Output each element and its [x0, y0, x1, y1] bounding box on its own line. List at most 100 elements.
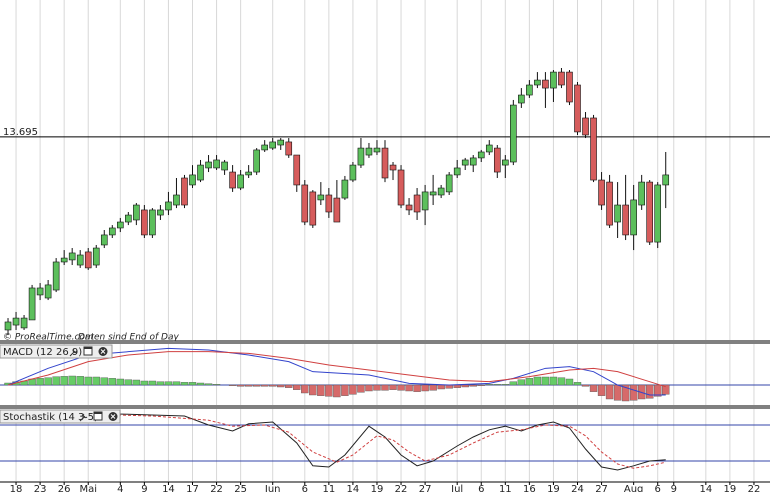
candle-body	[189, 174, 196, 186]
histogram-bar	[645, 384, 654, 399]
stochastic-title: Stochastik (14 3 5)	[3, 412, 98, 423]
histogram-bar	[188, 382, 197, 386]
histogram-bar	[252, 384, 261, 387]
x-tick-label: 22	[210, 484, 223, 492]
candle-body	[165, 201, 172, 211]
histogram-bar	[228, 384, 237, 386]
candle-body	[357, 147, 365, 166]
candle-body	[341, 179, 349, 199]
settings-icon[interactable]	[79, 413, 88, 422]
candle-body	[76, 254, 84, 266]
histogram-bar	[437, 384, 445, 390]
candle-body	[108, 227, 116, 236]
x-tick-label: 14	[347, 484, 360, 492]
histogram-bar	[493, 384, 501, 386]
candle-body	[510, 104, 517, 163]
candle-body	[20, 317, 28, 329]
histogram-bar	[549, 376, 558, 386]
x-tick-label: 22	[395, 484, 408, 492]
candle-body	[285, 141, 293, 156]
histogram-bar	[309, 384, 317, 396]
histogram-bar	[477, 384, 485, 386]
histogram-bar	[196, 382, 205, 386]
histogram-bar	[405, 384, 413, 392]
histogram-bar	[68, 375, 76, 386]
settings-icon[interactable]	[69, 348, 78, 357]
histogram-bar	[44, 377, 52, 386]
histogram-bar	[565, 378, 574, 386]
histogram-bar	[589, 384, 598, 392]
candle-body	[301, 184, 309, 223]
candle-body	[574, 84, 581, 133]
candle-body	[582, 117, 589, 136]
candle-body	[381, 147, 389, 179]
x-tick-label: 19	[547, 484, 560, 492]
indicator-line	[8, 412, 666, 469]
histogram-bar	[36, 378, 44, 386]
candle-body	[654, 184, 662, 243]
histogram-bar	[52, 376, 60, 386]
histogram-bar	[501, 384, 510, 386]
close-icon-x	[100, 349, 106, 354]
candle-body	[125, 214, 132, 223]
candle-body	[197, 164, 204, 181]
candle-body	[518, 94, 525, 104]
candle-body	[28, 287, 36, 321]
candle-body	[141, 209, 148, 236]
histogram-bar	[236, 384, 245, 387]
x-tick-label: Mai	[79, 484, 97, 492]
candle-body	[60, 257, 68, 263]
histogram-bar	[132, 379, 141, 386]
candle-body	[493, 147, 501, 173]
candle-body	[44, 284, 52, 299]
source-label: © ProRealTime.com	[3, 333, 94, 343]
x-tick-label: 19	[371, 484, 384, 492]
histogram-bar	[373, 384, 381, 391]
candle-body	[437, 187, 445, 196]
x-tick-label: 14	[162, 484, 175, 492]
histogram-bar	[533, 376, 542, 386]
candle-body	[309, 191, 317, 226]
candle-body	[173, 194, 180, 206]
x-tick-label: 6	[478, 484, 484, 492]
x-tick-label: Jun	[264, 484, 281, 492]
candle-body	[526, 84, 533, 96]
x-tick-label: 24	[571, 484, 584, 492]
x-tick-label: 25	[234, 484, 247, 492]
histogram-bar	[204, 383, 213, 386]
histogram-bar	[349, 384, 357, 395]
candle-body	[277, 139, 285, 146]
x-tick-label: 6	[655, 484, 661, 492]
histogram-bar	[453, 384, 461, 388]
x-tick-label: 11	[322, 484, 335, 492]
note-label: Daten sind End of Day	[78, 333, 179, 343]
candle-body	[365, 147, 373, 156]
candle-body	[253, 149, 260, 173]
candle-body	[36, 287, 44, 296]
histogram-bar	[60, 376, 68, 386]
candle-body	[92, 247, 100, 266]
x-tick-label: 4	[117, 484, 123, 492]
candle-body	[614, 204, 621, 223]
candle-body	[373, 147, 381, 153]
x-tick-label: 27	[419, 484, 432, 492]
candle-body	[405, 204, 413, 211]
histogram-bar	[156, 381, 165, 386]
price-pane: 13.695	[0, 68, 770, 336]
histogram-bar	[597, 384, 606, 396]
candle-body	[598, 179, 605, 206]
candle-body	[630, 199, 637, 236]
histogram-bar	[293, 384, 301, 390]
histogram-bar	[140, 380, 149, 386]
histogram-bar	[301, 384, 309, 394]
histogram-bar	[325, 384, 333, 397]
candle-body	[205, 161, 212, 169]
x-tick-label: 11	[499, 484, 512, 492]
histogram-bar	[365, 384, 373, 392]
histogram-bar	[357, 384, 365, 393]
candle-body	[261, 144, 268, 151]
histogram-bar	[485, 384, 493, 386]
x-tick-label: 17	[186, 484, 199, 492]
candle-body	[606, 181, 613, 226]
